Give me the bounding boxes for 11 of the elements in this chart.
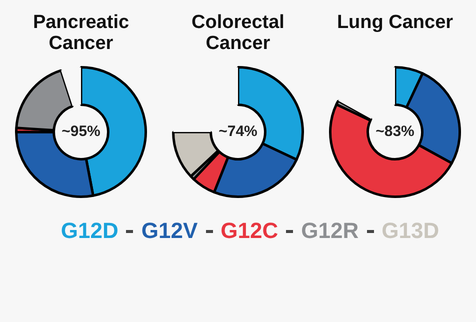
text: ~74% <box>218 123 258 140</box>
legend-label: G12R <box>286 218 359 244</box>
chart-title: Pancreatic Cancer <box>32 12 130 56</box>
legend-label: G12C <box>206 218 278 244</box>
category-label: G13D <box>382 218 440 243</box>
legend-label: G12D <box>60 218 118 244</box>
chart-title: Colorectal Cancer <box>190 12 286 56</box>
text: ~95% <box>62 123 100 140</box>
chart-title: Lung Cancer <box>336 12 454 35</box>
text: ~83% <box>376 123 414 140</box>
legend-label: G12V <box>126 218 198 244</box>
